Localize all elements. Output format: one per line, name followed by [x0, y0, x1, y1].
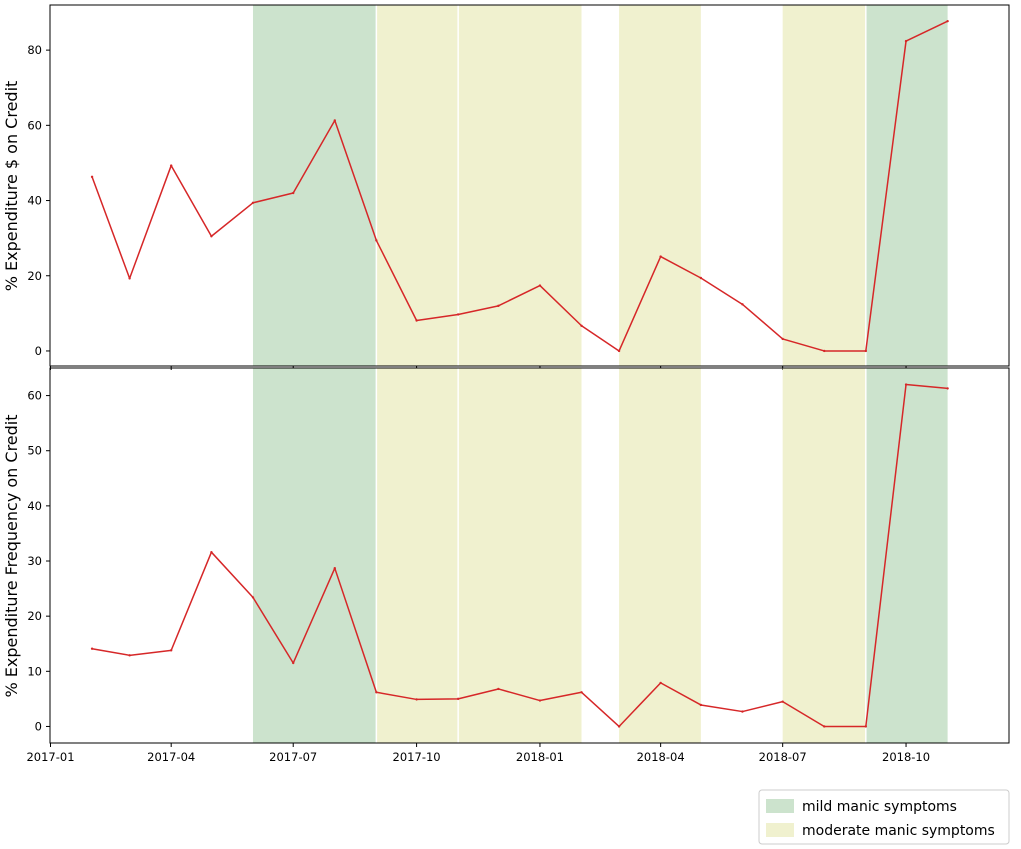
legend-swatch-moderate	[766, 823, 794, 837]
legend-label-moderate: moderate manic symptoms	[802, 823, 995, 839]
shaded-period-moderate-3	[619, 368, 701, 743]
y-tick-label: 20	[27, 269, 42, 283]
data-point	[741, 710, 744, 713]
y-tick-label: 50	[27, 444, 42, 458]
shaded-period-moderate-2	[458, 368, 582, 743]
data-point	[781, 700, 784, 703]
data-point	[292, 191, 295, 195]
data-point	[699, 276, 703, 280]
data-point	[864, 725, 868, 728]
data-point	[375, 691, 378, 694]
legend-frame	[758, 789, 1010, 845]
data-point	[781, 337, 784, 341]
legend-swatch-mild	[766, 799, 794, 813]
data-point	[210, 550, 213, 554]
series-line	[91, 20, 948, 352]
data-point	[904, 39, 908, 43]
axes-frame	[49, 367, 1010, 744]
shaded-period-moderate-1	[376, 5, 459, 366]
y-tick-label: 0	[35, 719, 42, 733]
x-tick-label: 2017-04	[147, 750, 195, 764]
data-point	[128, 277, 131, 280]
data-point	[415, 319, 418, 322]
data-point	[864, 349, 868, 353]
x-tick-label: 2017-10	[393, 750, 441, 764]
data-point	[169, 164, 173, 167]
data-point	[90, 175, 94, 179]
data-point	[169, 649, 173, 652]
shaded-period-moderate-4	[782, 5, 866, 366]
data-point	[946, 387, 949, 390]
data-point	[292, 661, 295, 665]
x-tick-label: 2018-07	[759, 750, 807, 764]
y-tick-label: 40	[27, 499, 42, 513]
series-line	[91, 383, 948, 728]
y-tick-label: 30	[27, 554, 42, 568]
data-point	[741, 303, 744, 306]
data-point	[210, 235, 213, 238]
data-point	[456, 313, 460, 316]
data-point	[699, 703, 703, 707]
data-point	[617, 725, 621, 728]
top-panel-expenditure-dollars: 0 20 40 60 80 % Expenditure $ on Credit	[2, 4, 1010, 370]
shaded-period-moderate-1	[376, 368, 459, 743]
data-point	[456, 697, 460, 701]
y-tick-label: 60	[27, 389, 42, 403]
y-axis-label: % Expenditure Frequency on Credit	[2, 414, 21, 697]
data-point	[333, 119, 336, 122]
shaded-period-moderate-3	[619, 5, 701, 366]
data-point	[823, 349, 826, 353]
x-tick-label: 2017-01	[26, 750, 74, 764]
y-tick-label: 0	[35, 344, 42, 358]
data-point	[538, 699, 542, 702]
y-tick-label: 80	[27, 43, 42, 57]
x-tick-label: 2017-07	[269, 750, 317, 764]
data-point	[415, 698, 418, 701]
legend-label-mild: mild manic symptoms	[802, 799, 957, 815]
y-tick-label: 40	[27, 194, 42, 208]
data-point	[823, 725, 826, 728]
axes-frame	[49, 4, 1010, 367]
data-point	[90, 647, 94, 650]
y-tick-label: 60	[27, 118, 42, 132]
shaded-period-mild-0	[252, 368, 377, 743]
legend: mild manic symptoms moderate manic sympt…	[758, 789, 1010, 845]
x-tick-label: 2018-01	[516, 750, 564, 764]
shaded-period-moderate-4	[782, 368, 866, 743]
shaded-period-mild-5	[865, 5, 948, 366]
shaded-period-mild-5	[865, 368, 948, 743]
data-point	[904, 383, 908, 386]
shaded-period-mild-0	[252, 5, 377, 366]
data-point	[128, 654, 131, 657]
data-point	[659, 255, 662, 258]
data-point	[497, 304, 500, 308]
data-point	[497, 687, 500, 691]
data-point	[580, 324, 583, 327]
y-tick-label: 20	[27, 609, 42, 623]
data-point	[251, 201, 255, 204]
bottom-panel-expenditure-frequency: 0 10 20 30 40 50 60 2017-01 2017-04 2017-07 2017-1…	[2, 367, 1010, 764]
y-axis-label: % Expenditure $ on Credit	[2, 81, 21, 292]
data-point	[659, 681, 662, 685]
y-tick-label: 10	[27, 664, 42, 678]
x-tick-label: 2018-10	[882, 750, 930, 764]
data-point	[617, 349, 621, 353]
data-point	[946, 19, 949, 23]
data-point	[251, 596, 255, 599]
x-tick-label: 2018-04	[637, 750, 685, 764]
data-point	[375, 239, 378, 242]
data-point	[580, 691, 583, 694]
data-point	[333, 566, 336, 570]
shaded-period-moderate-2	[458, 5, 582, 366]
data-point	[538, 284, 542, 287]
